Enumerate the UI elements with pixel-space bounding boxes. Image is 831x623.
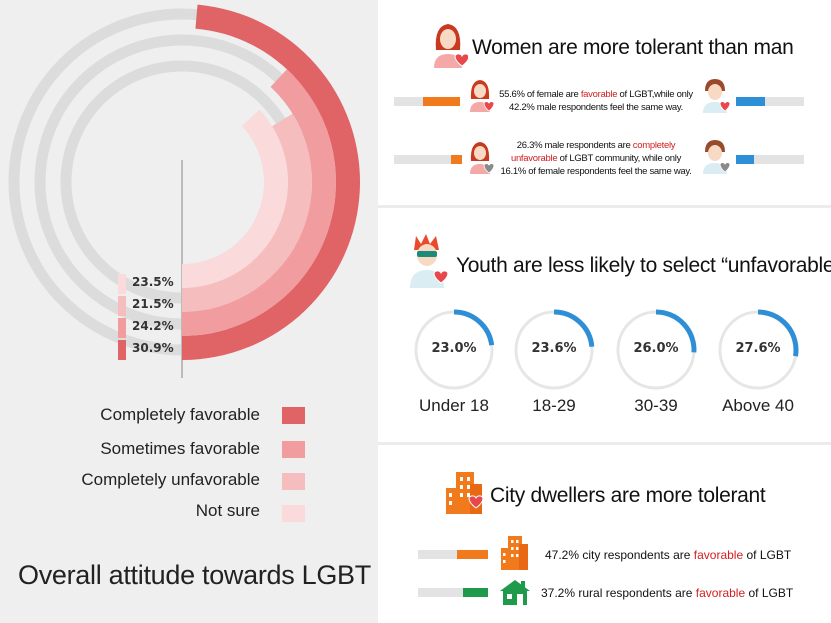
rural-finding-text: 37.2% rural respondents are: [541, 586, 696, 600]
city-finding: 47.2% city respondents are favorable of …: [545, 548, 791, 562]
rural-finding-highlight: favorable: [695, 586, 746, 600]
woman-heart-icon: [434, 24, 468, 68]
gender-finding-2-highlight-2: unfavorable: [510, 153, 558, 164]
female-favorable-bar-fill: [423, 97, 460, 106]
gender-finding-1-line2: 42.2% male respondents feel the same way…: [509, 102, 683, 113]
gender-finding-1-highlight: favorable: [580, 89, 618, 100]
legend-label-completely-unfavorable: Completely unfavorable: [81, 470, 260, 489]
gender-finding-2-post: of LGBT community, while only: [557, 153, 682, 164]
radial-bar-completely-favorable: [182, 4, 360, 361]
rural-house-icon: [500, 580, 530, 605]
radial-bar-chart: [8, 4, 360, 378]
ring-value-above-40: 27.6%: [735, 341, 781, 356]
legend-swatch-completely-unfavorable: [282, 473, 305, 490]
youth-section-title: Youth are less likely to select “unfavor…: [456, 254, 831, 277]
pct-label-not-sure: 23.5%: [132, 275, 174, 289]
city-finding-post: of LGBT: [743, 548, 792, 562]
pct-label-sometimes-favorable: 24.2%: [132, 319, 174, 333]
gender-finding-2: 26.3% male respondents are completely un…: [498, 139, 694, 178]
ring-arc-18-29: [553, 309, 595, 347]
female-unfavorable-bar-fill: [451, 155, 462, 164]
divider-1: [378, 205, 831, 208]
legend-swatch-sometimes-favorable: [282, 441, 305, 458]
city-favorable-bar-fill: [456, 550, 488, 559]
legend-label-not-sure: Not sure: [195, 501, 260, 520]
rural-finding-post: of LGBT: [745, 586, 794, 600]
female-favorable-bar: [394, 97, 460, 106]
age-label-18-29: 18-29: [532, 396, 576, 415]
woman-heart-icon: [470, 80, 494, 112]
age-label-above-40: Above 40: [722, 396, 794, 415]
ring-value-under-18: 23.0%: [431, 341, 477, 356]
overall-title: Overall attitude towards LGBT: [18, 560, 371, 590]
age-label-30-39: 30-39: [634, 396, 678, 415]
divider-2: [378, 442, 831, 445]
man-heart-icon: [703, 79, 730, 113]
gender-finding-2-line3: 16.1% of female respondents feel the sam…: [500, 166, 692, 177]
female-unfavorable-bar: [394, 155, 462, 164]
radial-bar-sometimes-favorable: [182, 69, 336, 337]
ring-arc-above-40: [757, 309, 799, 357]
male-favorable-bar: [736, 97, 804, 106]
radial-bar-completely-unfavorable: [182, 113, 313, 312]
gender-finding-2-pre: 26.3% male respondents are: [516, 140, 633, 151]
youth-heart-icon: [410, 234, 449, 288]
male-unfavorable-bar-fill: [736, 155, 754, 164]
overall-panel: 23.5% 21.5% 24.2% 30.9% Completely favorabl…: [0, 0, 378, 623]
man-gray-heart-icon: [703, 140, 730, 174]
woman-gray-heart-icon: [470, 142, 494, 174]
gender-finding-1-post: of LGBT,while only: [617, 89, 694, 100]
pct-tick-completely-favorable: [118, 340, 126, 360]
pct-tick-completely-unfavorable: [118, 296, 126, 316]
city-finding-text: 47.2% city respondents are: [545, 548, 694, 562]
radial-bar-not-sure: [182, 109, 288, 288]
gender-section-title: Women are more tolerant than man: [472, 36, 794, 59]
city-favorable-bar: [418, 550, 488, 559]
pct-label-completely-unfavorable: 21.5%: [132, 297, 174, 311]
city-finding-highlight: favorable: [693, 548, 744, 562]
pct-label-completely-favorable: 30.9%: [132, 341, 174, 355]
legend-label-completely-favorable: Completely favorable: [100, 405, 260, 424]
city-section-title: City dwellers are more tolerant: [490, 484, 766, 507]
pct-tick-sometimes-favorable: [118, 318, 126, 338]
pct-tick-not-sure: [118, 274, 126, 294]
ring-arc-under-18: [453, 309, 495, 346]
gender-finding-1: 55.6% of female are favorable of LGBT,wh…: [498, 88, 694, 114]
legend-label-sometimes-favorable: Sometimes favorable: [100, 439, 260, 458]
ring-value-30-39: 26.0%: [633, 341, 679, 356]
youth-ring-chart: [414, 309, 799, 390]
ring-value-18-29: 23.6%: [531, 341, 577, 356]
legend-swatch-not-sure: [282, 505, 305, 522]
age-label-under-18: Under 18: [419, 396, 489, 415]
ring-arc-30-39: [655, 309, 697, 353]
gender-finding-2-highlight-1: completely: [632, 140, 676, 151]
male-unfavorable-bar: [736, 155, 804, 164]
rural-favorable-bar-fill: [463, 588, 488, 597]
rural-finding: 37.2% rural respondents are favorable of…: [541, 586, 793, 600]
gender-finding-1-pre: 55.6% of female are: [499, 89, 581, 100]
city-building-heart-icon: [446, 472, 484, 514]
city-building-icon: [501, 536, 528, 570]
male-favorable-bar-fill: [736, 97, 765, 106]
rural-favorable-bar: [418, 588, 488, 597]
legend-swatch-completely-favorable: [282, 407, 305, 424]
